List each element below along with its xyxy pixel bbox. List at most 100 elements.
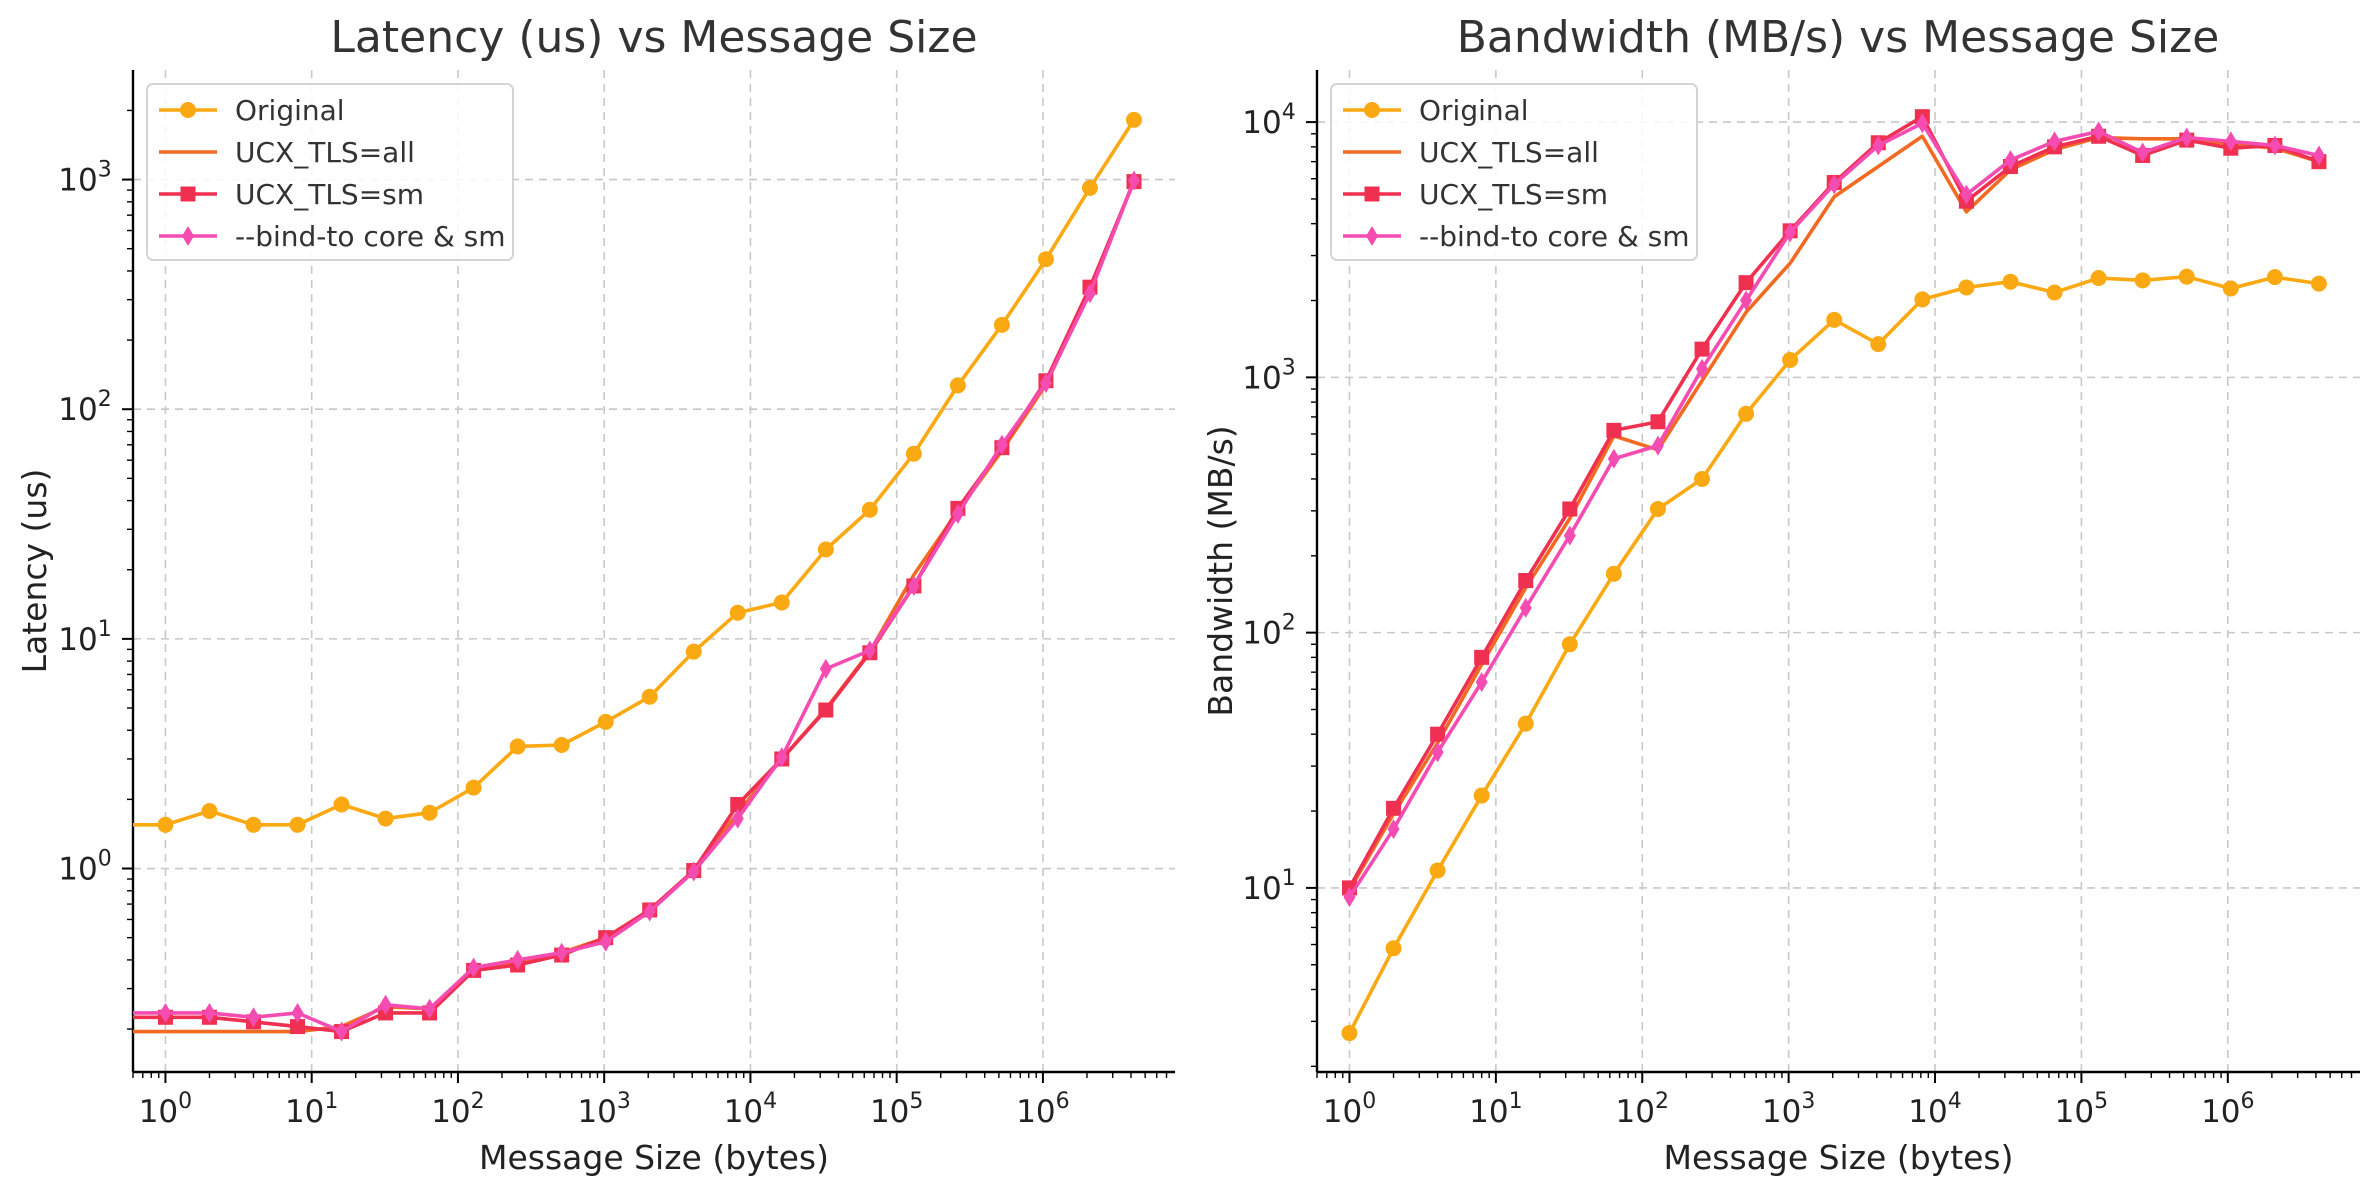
data-point bbox=[2222, 280, 2239, 297]
data-point bbox=[1519, 597, 1532, 618]
data-point bbox=[1828, 174, 1841, 195]
data-point bbox=[1649, 501, 1666, 518]
data-point bbox=[1651, 435, 1664, 456]
data-point bbox=[1870, 336, 1887, 353]
x-tick-label: 100 bbox=[1323, 1089, 1376, 1130]
legend-label: --bind-to core & sm bbox=[235, 220, 506, 253]
data-point bbox=[818, 702, 834, 718]
legend-marker bbox=[1364, 186, 1380, 202]
data-point bbox=[905, 445, 922, 462]
x-tick-label: 101 bbox=[285, 1089, 338, 1130]
series-0 bbox=[133, 111, 1142, 833]
data-point bbox=[863, 640, 876, 661]
x-axis-label: Message Size (bytes) bbox=[1663, 1138, 2013, 1177]
data-point bbox=[2134, 272, 2151, 289]
data-point bbox=[157, 816, 174, 833]
series-3 bbox=[133, 170, 1140, 1042]
y-tick-label: 103 bbox=[1242, 355, 1295, 396]
data-point bbox=[1958, 279, 1975, 296]
y-tick-label: 103 bbox=[58, 158, 111, 199]
data-point bbox=[423, 998, 436, 1019]
series-line bbox=[1347, 274, 2320, 1034]
legend-entry: UCX_TLS=sm bbox=[159, 178, 424, 211]
legend-entry: Original bbox=[1343, 94, 1529, 127]
legend-marker bbox=[1364, 102, 1380, 118]
data-point bbox=[2048, 131, 2061, 152]
x-tick-label: 105 bbox=[2055, 1089, 2108, 1130]
legend: Original UCX_TLS=all UCX_TLS=sm --bind-to c… bbox=[146, 83, 514, 261]
legend-marker bbox=[180, 186, 196, 202]
data-point bbox=[1562, 501, 1578, 517]
data-point bbox=[1341, 1025, 1358, 1042]
data-point bbox=[1517, 715, 1534, 732]
data-point bbox=[1429, 862, 1446, 879]
legend-label: Original bbox=[235, 94, 345, 127]
x-tick-label: 103 bbox=[1762, 1089, 1815, 1130]
y-tick-label: 102 bbox=[58, 387, 111, 428]
data-point bbox=[1738, 405, 1755, 422]
data-point bbox=[2002, 273, 2019, 290]
x-tick-label: 102 bbox=[1616, 1089, 1669, 1130]
data-point bbox=[2310, 275, 2327, 292]
data-point bbox=[2312, 145, 2325, 166]
data-point bbox=[995, 434, 1008, 455]
x-tick-label: 101 bbox=[1469, 1089, 1522, 1130]
data-point bbox=[465, 779, 482, 796]
data-point bbox=[377, 810, 394, 827]
legend-entry: UCX_TLS=sm bbox=[1343, 178, 1608, 211]
data-point bbox=[1127, 170, 1140, 191]
series-0 bbox=[1341, 268, 2327, 1042]
legend-label: UCX_TLS=all bbox=[235, 136, 415, 169]
x-tick-label: 103 bbox=[577, 1089, 630, 1130]
data-point bbox=[1738, 275, 1754, 291]
data-point bbox=[819, 658, 832, 679]
data-point bbox=[1081, 179, 1098, 196]
data-point bbox=[949, 377, 966, 394]
data-point bbox=[907, 575, 920, 596]
data-point bbox=[333, 796, 350, 813]
legend-label: UCX_TLS=all bbox=[1419, 136, 1599, 169]
data-point bbox=[335, 1021, 348, 1042]
data-point bbox=[1385, 940, 1402, 957]
bandwidth-chart-panel: Bandwidth (MB/s) vs Message Size 100 101 10… bbox=[1201, 12, 2360, 1177]
data-point bbox=[775, 747, 788, 768]
legend-frame bbox=[1330, 83, 1698, 261]
x-tick-label: 100 bbox=[139, 1089, 192, 1130]
data-point bbox=[1694, 470, 1711, 487]
data-point bbox=[1083, 283, 1096, 304]
y-axis-label: Latency (us) bbox=[15, 469, 54, 674]
y-tick-label: 101 bbox=[1242, 866, 1295, 907]
data-point bbox=[2092, 121, 2105, 142]
chart-title: Bandwidth (MB/s) vs Message Size bbox=[1457, 12, 2220, 63]
data-point bbox=[1474, 649, 1490, 665]
data-point bbox=[289, 816, 306, 833]
data-point bbox=[2224, 131, 2237, 152]
legend: Original UCX_TLS=all UCX_TLS=sm --bind-to c… bbox=[1330, 83, 1698, 261]
data-point bbox=[599, 931, 612, 952]
data-point bbox=[1696, 358, 1709, 379]
data-point bbox=[1125, 111, 1142, 128]
data-point bbox=[951, 503, 964, 524]
data-point bbox=[1037, 251, 1054, 268]
legend-label: UCX_TLS=sm bbox=[235, 178, 424, 211]
data-point bbox=[290, 1019, 306, 1035]
legend-marker bbox=[180, 102, 196, 118]
data-point bbox=[379, 994, 392, 1015]
series-3 bbox=[1343, 113, 2325, 908]
data-point bbox=[1387, 819, 1400, 840]
x-axis-label: Message Size (bytes) bbox=[479, 1138, 829, 1177]
y-tick-label: 102 bbox=[1242, 611, 1295, 652]
data-point bbox=[1605, 565, 1622, 582]
data-point bbox=[729, 604, 746, 621]
x-tick-label: 106 bbox=[2201, 1089, 2254, 1130]
legend-label: UCX_TLS=sm bbox=[1419, 178, 1608, 211]
data-point bbox=[2136, 142, 2149, 163]
y-tick-label: 100 bbox=[58, 847, 111, 888]
data-point bbox=[1606, 422, 1622, 438]
data-point bbox=[643, 901, 656, 922]
data-point bbox=[1563, 525, 1576, 546]
data-point bbox=[1914, 291, 1931, 308]
legend-frame bbox=[146, 83, 514, 261]
y-tick-label: 104 bbox=[1242, 100, 1295, 141]
